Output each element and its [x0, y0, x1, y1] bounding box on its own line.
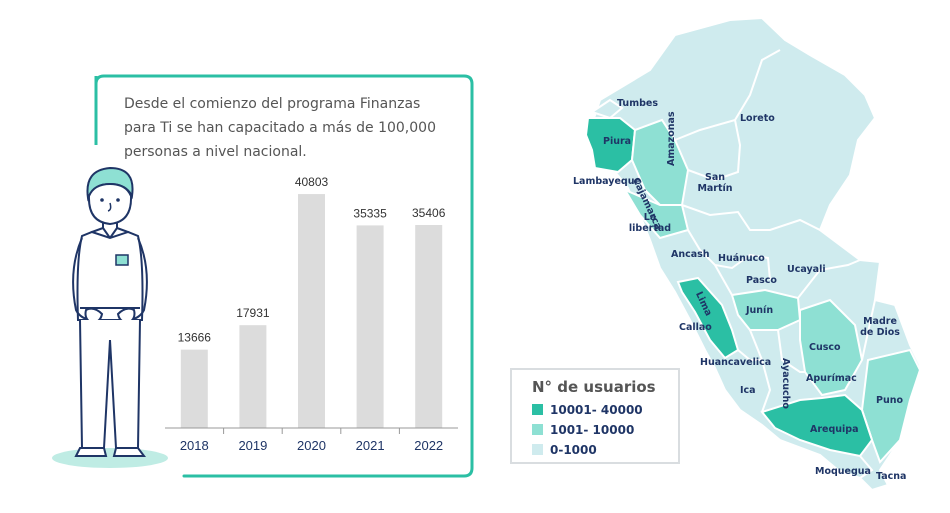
region-label-ancash: Ancash: [671, 249, 710, 260]
region-junin-shape: [730, 288, 802, 331]
region-piura-shape: [584, 117, 637, 174]
region-label-ucayali: Ucayali: [787, 264, 826, 275]
region-label-huancavelica: Huancavelica: [700, 357, 772, 368]
legend-label-high: 10001- 40000: [550, 403, 643, 417]
region-label-ica: Ica: [740, 385, 756, 396]
data-label-2019: 17931: [236, 306, 270, 320]
region-lima-shape: [676, 276, 740, 360]
person-illustration: [52, 166, 168, 468]
data-label-2021: 35335: [353, 206, 387, 220]
region-label-junin: Junín: [746, 305, 774, 316]
bar-2021: [356, 225, 384, 428]
intro-text: Desde el comienzo del programa Finanzas …: [124, 96, 436, 160]
region-label-tumbes: Tumbes: [617, 98, 658, 109]
region-label-callao: Callao: [679, 322, 712, 333]
region-label-arequipa: Arequipa: [810, 424, 859, 435]
region-label-ayacucho: Ayacucho: [780, 358, 791, 409]
x-tick-2022: 2022: [414, 438, 443, 453]
region-label-lalibertad: La libertad: [628, 212, 672, 234]
bar-2020: [298, 194, 325, 428]
stats-panel: Desde el comienzo del programa Finanzas …: [52, 74, 474, 478]
data-label-2018: 13666: [178, 331, 212, 345]
legend-swatch-high: [532, 404, 543, 415]
region-arequipa-shape: [760, 393, 874, 458]
region-label-loreto: Loreto: [740, 113, 775, 124]
map-legend: N° de usuarios 10001- 40000 1001- 10000 …: [510, 368, 680, 464]
region-tumbes-shape: [589, 98, 624, 120]
panel-frame: [94, 74, 474, 478]
x-tick-2018: 2018: [180, 438, 209, 453]
region-label-madrededios: Madre de Dios: [860, 316, 900, 338]
legend-title: N° de usuarios: [532, 378, 656, 396]
x-tick-2019: 2019: [238, 438, 267, 453]
legend-swatch-medium: [532, 424, 543, 435]
region-label-pasco: Pasco: [746, 275, 777, 286]
region-label-lambayeque: Lambayeque: [573, 176, 641, 187]
region-label-sanmartin: San Martín: [697, 172, 733, 194]
peru-map-shapes: [584, 16, 922, 492]
bar-2022: [415, 225, 443, 428]
data-label-2022: 35406: [412, 206, 446, 220]
x-tick-2021: 2021: [356, 438, 385, 453]
legend-label-medium: 1001- 10000: [550, 423, 635, 437]
region-label-amazonas: Amazonas: [666, 111, 677, 166]
peru-map: [500, 0, 950, 508]
legend-label-low: 0-1000: [550, 443, 597, 457]
bar-chart: 13666 17931 40803 35335 35406 2018 2019 2020 20…: [165, 175, 458, 453]
region-label-moquegua: Moquegua: [815, 466, 871, 477]
region-label-apurimac: Apurímac: [806, 373, 857, 384]
panel-border: [94, 74, 474, 478]
x-tick-2020: 2020: [297, 438, 326, 453]
region-label-tacna: Tacna: [876, 471, 907, 482]
region-label-cusco: Cusco: [809, 342, 841, 353]
legend-swatch-low: [532, 444, 543, 455]
region-label-huanuco: Huánuco: [718, 253, 765, 264]
region-cusco-shape: [799, 298, 864, 397]
bar-2019: [239, 325, 267, 428]
region-label-piura: Piura: [603, 136, 632, 147]
region-label-puno: Puno: [876, 395, 904, 406]
bar-2018: [180, 349, 208, 428]
data-label-2020: 40803: [295, 175, 329, 189]
